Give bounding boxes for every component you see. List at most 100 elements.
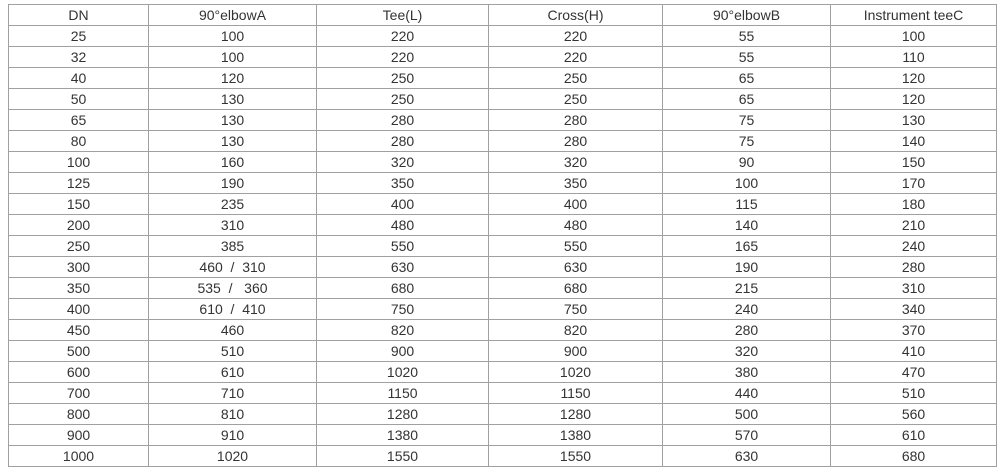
data-cell: 1020	[488, 361, 663, 383]
data-cell: 1280	[488, 403, 663, 425]
data-cell: 600	[8, 361, 149, 383]
header-cell: 90°elbowB	[662, 4, 831, 26]
data-cell: 280	[662, 319, 831, 341]
data-cell: 800	[8, 403, 149, 425]
data-cell: 350	[488, 172, 663, 194]
data-cell: 100	[148, 46, 317, 68]
data-row: 100 160 320 320 90 150	[8, 151, 997, 173]
header-cell: 90°elbowA	[148, 4, 317, 26]
data-row: 200 310 480 480 140 210	[8, 214, 997, 236]
data-cell: 50	[8, 88, 149, 110]
data-cell: 40	[8, 67, 149, 89]
data-cell: 410	[830, 340, 997, 362]
data-cell: 570	[662, 424, 831, 446]
header-cell: Instrument teeC	[830, 4, 997, 26]
data-cell: 100	[830, 25, 997, 47]
data-row: 600 610 1020 1020 380 470	[8, 361, 997, 383]
data-row: 150 235 400 400 115 180	[8, 193, 997, 215]
header-cell: Tee(L)	[316, 4, 489, 26]
data-cell: 630	[316, 256, 489, 278]
data-cell: 1020	[316, 361, 489, 383]
data-row: 450 460 820 820 280 370	[8, 319, 997, 341]
data-cell: 1150	[316, 382, 489, 404]
data-cell: 1020	[148, 445, 317, 467]
data-cell: 120	[830, 67, 997, 89]
data-cell: 1550	[316, 445, 489, 467]
data-cell: 630	[662, 445, 831, 467]
data-cell: 90	[662, 151, 831, 173]
data-cell: 300	[8, 256, 149, 278]
data-cell: 180	[830, 193, 997, 215]
data-cell: 510	[148, 340, 317, 362]
data-cell: 910	[148, 424, 317, 446]
data-cell: 500	[662, 403, 831, 425]
data-cell: 700	[8, 382, 149, 404]
data-cell: 400	[488, 193, 663, 215]
data-row: 32 100 220 220 55 110	[8, 46, 997, 68]
data-cell: 150	[830, 151, 997, 173]
data-cell: 220	[488, 46, 663, 68]
data-cell: 680	[830, 445, 997, 467]
data-cell: 610 / 410	[148, 298, 317, 320]
data-cell: 235	[148, 193, 317, 215]
data-cell: 385	[148, 235, 317, 257]
data-cell: 220	[316, 46, 489, 68]
data-cell: 280	[316, 130, 489, 152]
data-cell: 550	[316, 235, 489, 257]
data-cell: 340	[830, 298, 997, 320]
data-cell: 190	[148, 172, 317, 194]
data-row: 50 130 250 250 65 120	[8, 88, 997, 110]
data-cell: 220	[488, 25, 663, 47]
data-cell: 1380	[316, 424, 489, 446]
data-cell: 110	[830, 46, 997, 68]
data-cell: 55	[662, 25, 831, 47]
data-cell: 165	[662, 235, 831, 257]
data-row: 65 130 280 280 75 130	[8, 109, 997, 131]
data-cell: 170	[830, 172, 997, 194]
data-cell: 280	[830, 256, 997, 278]
data-cell: 160	[148, 151, 317, 173]
data-cell: 130	[148, 88, 317, 110]
data-cell: 140	[662, 214, 831, 236]
data-row: 80 130 280 280 75 140	[8, 130, 997, 152]
data-cell: 320	[316, 151, 489, 173]
data-cell: 400	[316, 193, 489, 215]
data-row: 125 190 350 350 100 170	[8, 172, 997, 194]
data-cell: 900	[488, 340, 663, 362]
data-cell: 480	[488, 214, 663, 236]
data-row: 40 120 250 250 65 120	[8, 67, 997, 89]
data-cell: 190	[662, 256, 831, 278]
data-cell: 125	[8, 172, 149, 194]
data-row: 350 535 / 360 680 680 215 310	[8, 277, 997, 299]
data-cell: 200	[8, 214, 149, 236]
data-row: 300 460 / 310 630 630 190 280	[8, 256, 997, 278]
data-cell: 100	[662, 172, 831, 194]
data-row: 25 100 220 220 55 100	[8, 25, 997, 47]
data-cell: 535 / 360	[148, 277, 317, 299]
data-cell: 820	[488, 319, 663, 341]
data-cell: 250	[316, 67, 489, 89]
data-cell: 55	[662, 46, 831, 68]
data-cell: 460 / 310	[148, 256, 317, 278]
data-cell: 500	[8, 340, 149, 362]
data-cell: 610	[148, 361, 317, 383]
data-cell: 310	[830, 277, 997, 299]
data-cell: 100	[148, 25, 317, 47]
data-cell: 350	[316, 172, 489, 194]
data-cell: 820	[316, 319, 489, 341]
data-row: 1000 1020 1550 1550 630 680	[8, 445, 997, 467]
data-cell: 240	[662, 298, 831, 320]
data-row: 250 385 550 550 165 240	[8, 235, 997, 257]
data-cell: 80	[8, 130, 149, 152]
data-cell: 130	[148, 130, 317, 152]
data-row: 900 910 1380 1380 570 610	[8, 424, 997, 446]
data-cell: 400	[8, 298, 149, 320]
data-cell: 250	[8, 235, 149, 257]
data-row: 500 510 900 900 320 410	[8, 340, 997, 362]
data-cell: 280	[488, 109, 663, 131]
data-cell: 320	[662, 340, 831, 362]
data-cell: 1280	[316, 403, 489, 425]
data-cell: 120	[830, 88, 997, 110]
data-cell: 750	[316, 298, 489, 320]
